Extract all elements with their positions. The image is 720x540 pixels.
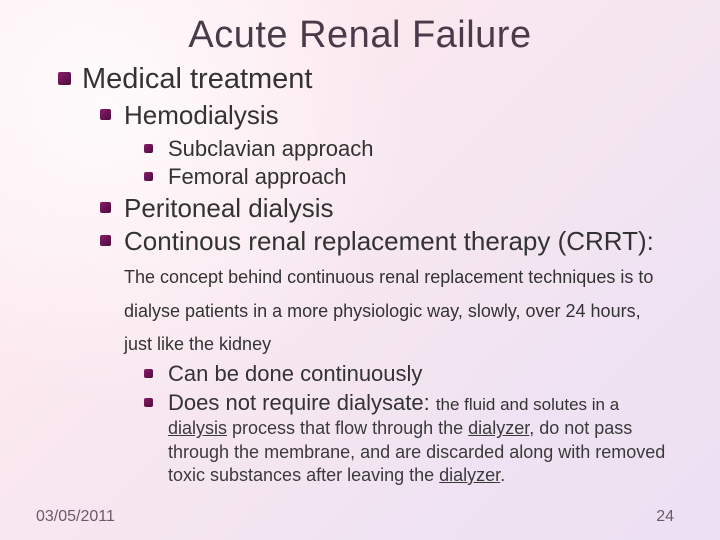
list-item: Femoral approach [144,163,672,192]
list-item: Continous renal replacement therapy (CRR… [100,225,672,487]
bullet-icon [100,235,111,246]
nodial-p4: . [500,465,505,485]
slide-content: Medical treatment Hemodialysis Subclavia… [0,61,720,487]
bullet-icon [58,72,71,85]
list-item: Hemodialysis Subclavian approach Femoral… [100,99,672,191]
lvl3-text: Femoral approach [168,164,347,189]
nodial-continuation: dialysis process that flow through the d… [144,417,672,487]
list-level-3: Can be done continuously Does not requir… [144,360,672,417]
lvl1-text: Medical treatment [82,63,313,95]
list-level-2: Hemodialysis Subclavian approach Femoral… [100,99,672,487]
bullet-icon [144,398,153,407]
lvl2-text: Hemodialysis [124,100,279,130]
bullet-icon [100,109,111,120]
bullet-icon [100,202,111,213]
lvl3-text: Subclavian approach [168,136,373,161]
lvl3-text: Can be done continuously [168,361,422,386]
bullet-icon [144,144,153,153]
underline-dialysis: dialysis [168,418,227,438]
list-item: Peritoneal dialysis [100,192,672,225]
list-item: Medical treatment Hemodialysis Subclavia… [58,61,672,487]
underline-dialyzer-1: dialyzer [468,418,529,438]
bullet-icon [144,172,153,181]
footer-date: 03/05/2011 [36,508,115,526]
nodial-lead: Does not require dialysate: [168,390,436,415]
crrt-lead: Continous renal replacement therapy (CRR… [124,226,654,256]
lvl2-text: Peritoneal dialysis [124,193,334,223]
bullet-icon [144,369,153,378]
footer-page-number: 24 [656,508,674,526]
nodial-p2: process that flow through the [227,418,468,438]
list-item: Subclavian approach [144,135,672,164]
slide-footer: 03/05/2011 24 [0,508,720,526]
list-level-3: Subclavian approach Femoral approach [144,135,672,192]
list-level-1: Medical treatment Hemodialysis Subclavia… [58,61,672,487]
crrt-desc: The concept behind continuous renal repl… [124,267,653,354]
list-item: Can be done continuously [144,360,672,389]
page-title: Acute Renal Failure [0,0,720,61]
nodial-tail-start: the fluid and solutes in a [436,395,619,414]
underline-dialyzer-2: dialyzer [439,465,500,485]
list-item: Does not require dialysate: the fluid an… [144,389,672,418]
